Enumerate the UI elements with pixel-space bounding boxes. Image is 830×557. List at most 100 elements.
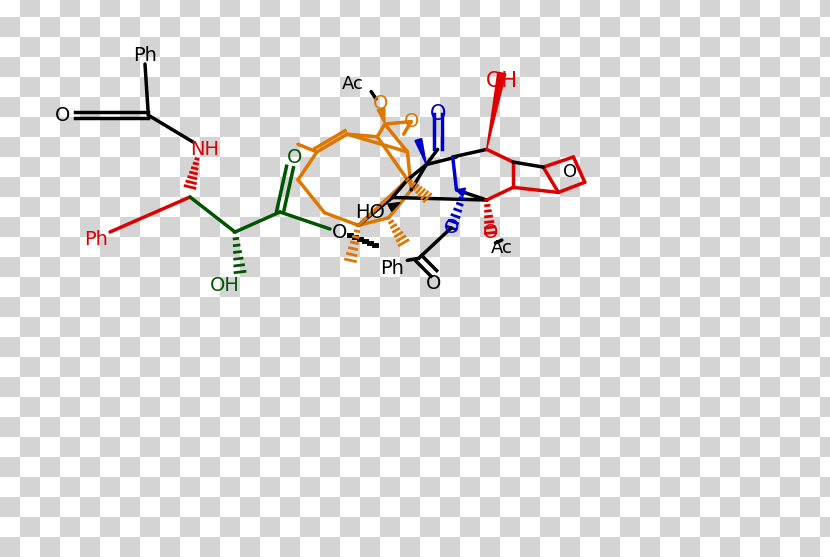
- Bar: [40, 517, 60, 537]
- Bar: [240, 37, 260, 57]
- Bar: [640, 57, 660, 77]
- Bar: [40, 37, 60, 57]
- Polygon shape: [486, 72, 505, 149]
- Bar: [520, 317, 540, 337]
- Bar: [440, 17, 460, 37]
- Bar: [160, 37, 180, 57]
- Bar: [180, 117, 200, 137]
- Bar: [160, 197, 180, 217]
- Bar: [20, 77, 40, 97]
- Bar: [260, 397, 280, 417]
- Bar: [280, 157, 300, 177]
- Bar: [440, 537, 460, 557]
- Bar: [380, 137, 400, 157]
- Bar: [240, 517, 260, 537]
- Bar: [60, 497, 80, 517]
- Bar: [280, 57, 300, 77]
- Bar: [320, 217, 340, 237]
- Bar: [240, 217, 260, 237]
- Bar: [140, 417, 160, 437]
- Text: Ph: Ph: [133, 46, 157, 65]
- Bar: [80, 497, 100, 517]
- Bar: [500, 377, 520, 397]
- Bar: [700, 477, 720, 497]
- Bar: [400, 497, 420, 517]
- Bar: [140, 317, 160, 337]
- Bar: [300, 317, 320, 337]
- Bar: [500, 157, 520, 177]
- Bar: [680, 457, 700, 477]
- Bar: [740, 117, 760, 137]
- Bar: [120, 57, 140, 77]
- Bar: [600, 237, 620, 257]
- Bar: [520, 157, 540, 177]
- Bar: [340, 157, 360, 177]
- Bar: [0, 537, 20, 557]
- Bar: [420, 0, 440, 17]
- Bar: [700, 417, 720, 437]
- Bar: [0, 17, 20, 37]
- Bar: [820, 17, 830, 37]
- Bar: [460, 97, 480, 117]
- Bar: [420, 277, 440, 297]
- Bar: [460, 517, 480, 537]
- Bar: [500, 457, 520, 477]
- Bar: [600, 437, 620, 457]
- Bar: [240, 497, 260, 517]
- Bar: [360, 377, 380, 397]
- Bar: [380, 477, 400, 497]
- Bar: [80, 337, 100, 357]
- Bar: [400, 217, 420, 237]
- Bar: [620, 537, 640, 557]
- Bar: [220, 437, 240, 457]
- Bar: [520, 297, 540, 317]
- Bar: [460, 337, 480, 357]
- Bar: [680, 317, 700, 337]
- Bar: [40, 257, 60, 277]
- Bar: [60, 17, 80, 37]
- Bar: [620, 0, 640, 17]
- Bar: [20, 117, 40, 137]
- Bar: [160, 177, 180, 197]
- Bar: [820, 537, 830, 557]
- Bar: [500, 137, 520, 157]
- Bar: [760, 377, 780, 397]
- Bar: [400, 517, 420, 537]
- Bar: [520, 0, 540, 17]
- Bar: [260, 117, 280, 137]
- Bar: [380, 397, 400, 417]
- Bar: [620, 517, 640, 537]
- Bar: [760, 77, 780, 97]
- Bar: [700, 37, 720, 57]
- Bar: [540, 257, 560, 277]
- Bar: [240, 17, 260, 37]
- Bar: [340, 457, 360, 477]
- Bar: [300, 177, 320, 197]
- Bar: [800, 457, 820, 477]
- Bar: [80, 37, 100, 57]
- Bar: [240, 137, 260, 157]
- Bar: [580, 257, 600, 277]
- Bar: [140, 237, 160, 257]
- Bar: [460, 397, 480, 417]
- Bar: [620, 437, 640, 457]
- Bar: [660, 37, 680, 57]
- Bar: [660, 337, 680, 357]
- Bar: [740, 0, 760, 17]
- Bar: [680, 417, 700, 437]
- Bar: [700, 377, 720, 397]
- Text: HO: HO: [354, 203, 384, 222]
- Bar: [100, 497, 120, 517]
- Bar: [500, 97, 520, 117]
- Bar: [780, 317, 800, 337]
- Text: O: O: [374, 94, 388, 114]
- Bar: [60, 157, 80, 177]
- Bar: [600, 117, 620, 137]
- Bar: [320, 277, 340, 297]
- Bar: [740, 277, 760, 297]
- Bar: [380, 337, 400, 357]
- Bar: [260, 477, 280, 497]
- Bar: [760, 297, 780, 317]
- Bar: [380, 77, 400, 97]
- Bar: [120, 77, 140, 97]
